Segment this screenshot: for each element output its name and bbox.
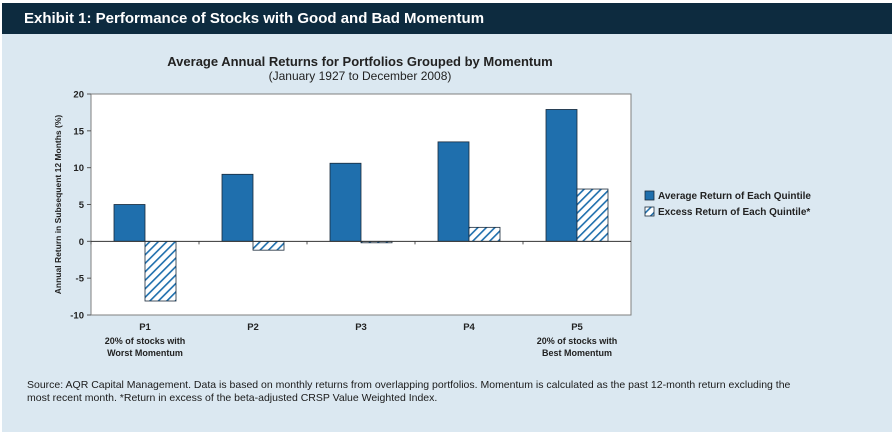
y-tick-label: 20 bbox=[73, 90, 84, 101]
average-return-bar-p1 bbox=[113, 204, 146, 242]
footnote-line-1: Source: AQR Capital Management. Data is … bbox=[27, 379, 791, 391]
excess-return-bar-p5 bbox=[576, 188, 609, 242]
x-category-sublabel: 20% of stocks with bbox=[537, 336, 618, 346]
excess-return-bar-p1 bbox=[144, 240, 177, 302]
chart-subtitle: (January 1927 to December 2008) bbox=[268, 69, 452, 83]
excess-return-bar-p4 bbox=[468, 226, 501, 242]
x-category-label: P3 bbox=[355, 322, 367, 333]
legend-label-average: Average Return of Each Quintile bbox=[658, 191, 811, 202]
legend-swatch-average bbox=[644, 190, 655, 201]
y-tick-label: -5 bbox=[76, 274, 85, 285]
x-category-sublabel: 20% of stocks with bbox=[105, 336, 186, 346]
excess-return-bar-p2 bbox=[252, 240, 285, 251]
x-category-label: P4 bbox=[463, 322, 475, 333]
legend-swatch-excess bbox=[644, 206, 655, 217]
average-return-bar-p3 bbox=[329, 162, 362, 242]
exhibit-header: Exhibit 1: Performance of Stocks with Go… bbox=[2, 3, 892, 34]
x-category-label: P5 bbox=[571, 322, 583, 333]
footnote-line-2: most recent month. *Return in excess of … bbox=[27, 392, 438, 404]
average-return-bar-p2 bbox=[221, 173, 254, 242]
x-category-label: P2 bbox=[247, 322, 259, 333]
average-return-bar-p4 bbox=[437, 141, 470, 242]
y-axis-label: Annual Return in Subsequent 12 Months (%… bbox=[53, 115, 63, 295]
y-tick-label: 10 bbox=[73, 163, 84, 174]
source-footnote: Source: AQR Capital Management. Data is … bbox=[27, 379, 867, 405]
x-category-label: P1 bbox=[139, 322, 151, 333]
y-tick-label: 5 bbox=[79, 200, 85, 211]
x-category-sublabel: Worst Momentum bbox=[107, 348, 183, 358]
chart-title: Average Annual Returns for Portfolios Gr… bbox=[167, 54, 553, 69]
legend-label-excess: Excess Return of Each Quintile* bbox=[658, 207, 810, 218]
x-category-sublabel: Best Momentum bbox=[542, 348, 612, 358]
y-tick-label: 15 bbox=[73, 126, 84, 137]
average-return-bar-p5 bbox=[545, 109, 578, 242]
y-tick-label: -10 bbox=[70, 311, 84, 322]
y-tick-label: 0 bbox=[79, 237, 84, 248]
